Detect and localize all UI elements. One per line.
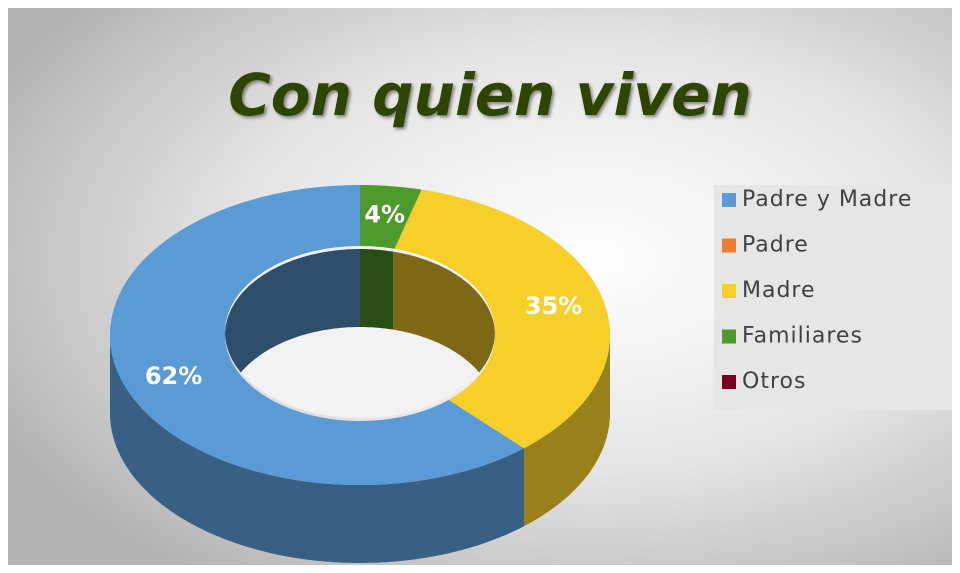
- slice-side: [110, 333, 524, 563]
- legend-swatch: [722, 375, 736, 389]
- slice: [360, 185, 422, 252]
- legend-swatch: [722, 238, 736, 253]
- slice-side: [524, 333, 610, 527]
- legend: [714, 185, 952, 410]
- inner-walls: [225, 249, 495, 415]
- slice-inner-side: [393, 251, 495, 415]
- legend-label: Madre: [742, 278, 816, 303]
- chart-title: Con quien viven: [228, 61, 752, 129]
- legend-label: Familiares: [742, 324, 863, 349]
- data-label: 62%: [145, 362, 202, 390]
- slice: [393, 189, 610, 449]
- slice-inner-side: [225, 249, 360, 415]
- data-label: 35%: [525, 292, 582, 320]
- legend-swatch: [722, 284, 736, 298]
- legend-label: Padre y Madre: [742, 187, 912, 212]
- legend-swatch: [722, 193, 736, 207]
- legend-label: Padre: [742, 233, 809, 258]
- slice: [110, 185, 524, 485]
- slice-inner-side: [360, 249, 394, 330]
- legend-items: Padre y Madre Padre Madre Familiares Otros: [722, 187, 912, 394]
- data-label: 4%: [364, 201, 405, 229]
- legend-swatch: [722, 329, 736, 344]
- doughnut: 62% 35% 4%: [110, 185, 610, 563]
- legend-label: Otros: [742, 369, 806, 394]
